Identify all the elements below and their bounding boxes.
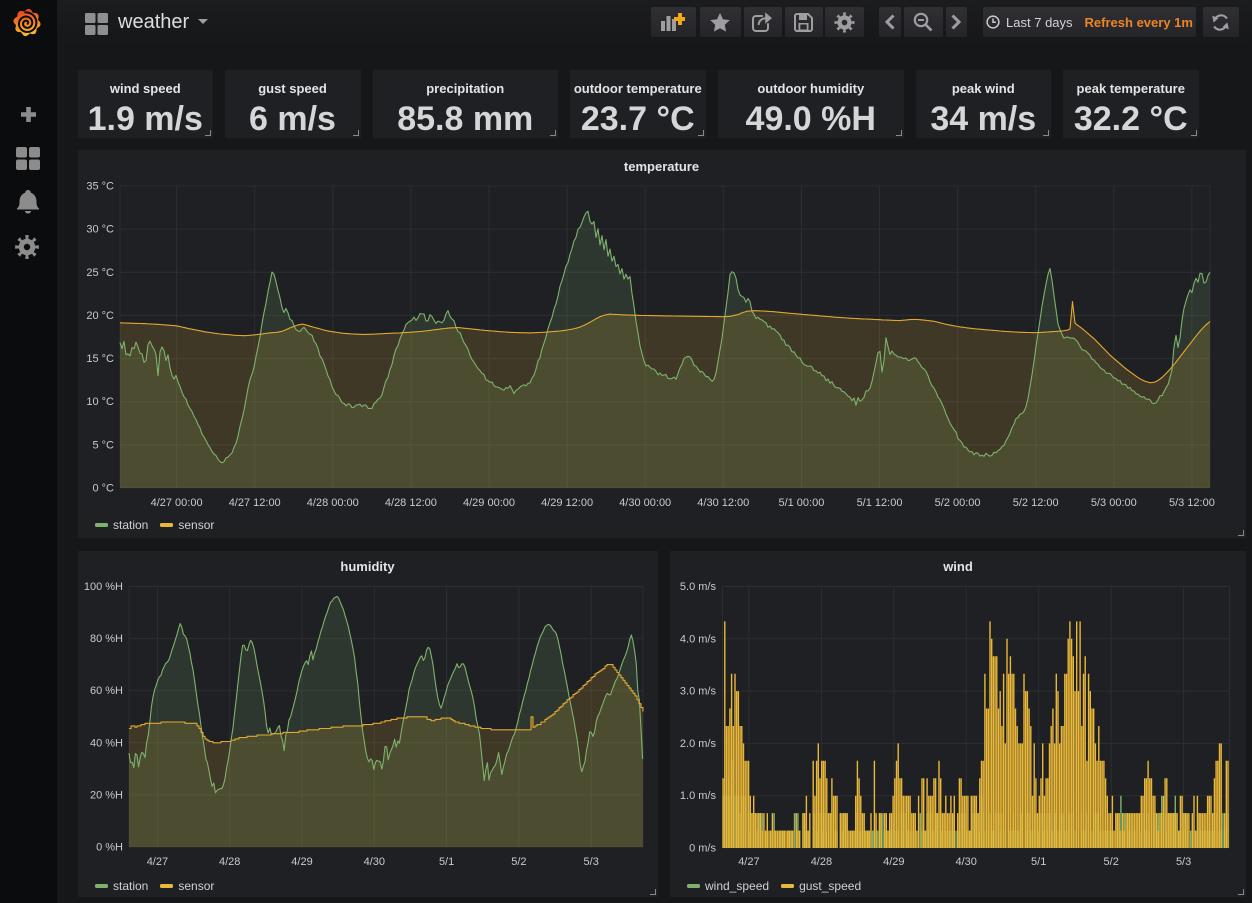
svg-text:0 °C: 0 °C [92,483,114,495]
svg-text:2.0 m/s: 2.0 m/s [680,738,717,750]
svg-text:15 °C: 15 °C [86,353,114,365]
svg-text:4/27: 4/27 [738,856,759,868]
svg-text:4/27: 4/27 [147,856,168,868]
svg-text:5/3 12:00: 5/3 12:00 [1169,497,1215,509]
svg-text:4/30: 4/30 [955,856,976,868]
svg-text:0 m/s: 0 m/s [689,843,716,855]
svg-text:25 °C: 25 °C [86,267,114,279]
svg-text:4/30 00:00: 4/30 00:00 [619,497,671,509]
svg-text:5/3: 5/3 [1176,856,1191,868]
svg-text:5/1 00:00: 5/1 00:00 [778,497,824,509]
svg-text:4/30: 4/30 [364,856,385,868]
svg-text:4/30 12:00: 4/30 12:00 [697,497,749,509]
svg-text:4/28: 4/28 [219,856,240,868]
svg-text:0 %H: 0 %H [96,842,123,854]
svg-text:5/1 12:00: 5/1 12:00 [857,497,903,509]
svg-text:5/2 00:00: 5/2 00:00 [935,497,981,509]
svg-text:5/1: 5/1 [439,856,454,868]
svg-text:20 %H: 20 %H [90,789,123,801]
svg-text:4.0 m/s: 4.0 m/s [680,633,717,645]
svg-text:5/2: 5/2 [511,856,526,868]
svg-text:4/28 12:00: 4/28 12:00 [385,497,437,509]
svg-text:5/3 00:00: 5/3 00:00 [1091,497,1137,509]
svg-text:3.0 m/s: 3.0 m/s [680,686,717,698]
svg-text:4/27 12:00: 4/27 12:00 [229,497,281,509]
svg-text:5.0 m/s: 5.0 m/s [680,581,717,593]
svg-text:80 %H: 80 %H [90,633,123,645]
svg-text:4/28: 4/28 [811,856,832,868]
svg-text:30 °C: 30 °C [86,224,114,236]
svg-text:4/29 00:00: 4/29 00:00 [463,497,515,509]
svg-text:40 %H: 40 %H [90,737,123,749]
svg-text:5 °C: 5 °C [92,439,114,451]
svg-text:35 °C: 35 °C [86,181,114,193]
svg-text:60 %H: 60 %H [90,685,123,697]
svg-text:5/2: 5/2 [1104,856,1119,868]
svg-text:20 °C: 20 °C [86,310,114,322]
svg-text:5/3: 5/3 [584,856,599,868]
svg-text:4/28 00:00: 4/28 00:00 [307,497,359,509]
svg-text:1.0 m/s: 1.0 m/s [680,790,717,802]
svg-text:4/29: 4/29 [291,856,312,868]
svg-text:5/1: 5/1 [1031,856,1046,868]
svg-text:4/29: 4/29 [883,856,904,868]
svg-text:4/27 00:00: 4/27 00:00 [151,497,203,509]
svg-text:10 °C: 10 °C [86,396,114,408]
svg-text:4/29 12:00: 4/29 12:00 [541,497,593,509]
svg-text:5/2 12:00: 5/2 12:00 [1013,497,1059,509]
svg-text:100 %H: 100 %H [84,581,123,593]
